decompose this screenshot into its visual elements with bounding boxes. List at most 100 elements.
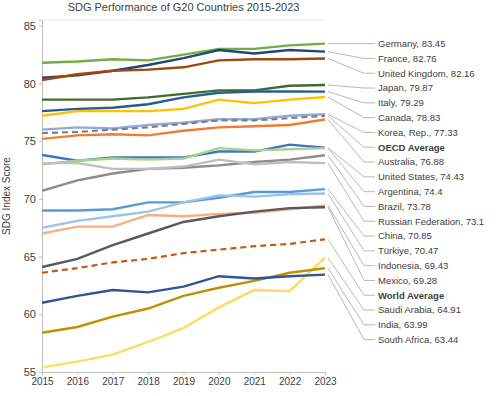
series-line xyxy=(42,275,325,303)
leader-line xyxy=(328,205,375,265)
x-tick: 2022 xyxy=(279,372,302,387)
series-line xyxy=(42,155,325,191)
leader-line xyxy=(328,85,375,88)
series-line xyxy=(42,268,325,333)
y-tick-mark xyxy=(39,199,42,200)
x-tick-mark xyxy=(325,372,326,375)
leader-line xyxy=(328,275,375,340)
y-tick: 65 xyxy=(24,251,42,263)
series-line xyxy=(42,207,325,267)
series-line xyxy=(42,119,325,138)
x-tick-mark xyxy=(254,372,255,375)
series-line xyxy=(42,114,325,129)
chart: SDG Performance of G20 Countries 2015-20… xyxy=(0,0,500,396)
series-label: India, 63.99 xyxy=(378,319,428,330)
y-tick-mark xyxy=(39,83,42,84)
series-label: Italy, 79.29 xyxy=(378,97,424,108)
leader-line xyxy=(328,114,375,132)
y-tick: 60 xyxy=(24,308,42,320)
x-tick-label: 2018 xyxy=(138,376,161,387)
y-tick-mark xyxy=(39,372,42,373)
leader-line xyxy=(328,52,375,59)
y-tick-label: 70 xyxy=(24,193,36,205)
x-axis: 2015 2016 2017 2018 2019 2020 2021 2022 2023 xyxy=(31,372,337,387)
series-label: Brazil, 73.78 xyxy=(378,201,431,212)
leader-line xyxy=(328,258,375,310)
x-tick-mark xyxy=(113,372,114,375)
leader-line xyxy=(328,189,375,236)
y-tick: 75 xyxy=(24,135,42,147)
series-label: OECD Average xyxy=(378,142,445,153)
series-line xyxy=(42,97,325,116)
x-tick-label: 2017 xyxy=(102,376,125,387)
series-label: United Kingdom, 82.16 xyxy=(378,68,475,79)
y-tick: 80 xyxy=(24,77,42,89)
series-label: Saudi Arabia, 64.91 xyxy=(378,304,461,315)
series-label: Argentina, 74.4 xyxy=(378,186,442,197)
y-tick-label: 75 xyxy=(24,135,36,147)
series-label: Türkiye, 70.47 xyxy=(378,245,438,256)
x-tick-mark xyxy=(219,372,220,375)
series-label: World Average xyxy=(378,290,444,301)
series-label: Japan, 79.87 xyxy=(378,82,433,93)
series-label: Mexico, 69.28 xyxy=(378,275,437,286)
x-tick-label: 2019 xyxy=(173,376,196,387)
series-label: Germany, 83.45 xyxy=(378,38,445,49)
x-tick-mark xyxy=(77,372,78,375)
series-line xyxy=(42,239,325,272)
y-tick-mark xyxy=(39,314,42,315)
leader-line xyxy=(328,207,375,280)
series-label: France, 82.76 xyxy=(378,53,437,64)
x-tick: 2017 xyxy=(102,372,125,387)
x-tick-label: 2023 xyxy=(314,376,337,387)
leader-line xyxy=(328,116,375,147)
x-tick: 2021 xyxy=(244,372,267,387)
x-tick: 2016 xyxy=(67,372,90,387)
y-tick: 85 xyxy=(24,20,42,32)
x-tick: 2019 xyxy=(173,372,196,387)
leader-line xyxy=(328,43,375,44)
leader-line xyxy=(328,163,375,221)
series-line xyxy=(42,59,325,80)
series-label: United States, 74.43 xyxy=(378,171,464,182)
series-label: Indonesia, 69.43 xyxy=(378,260,448,271)
leader-line xyxy=(328,59,375,74)
lines xyxy=(42,44,325,368)
x-tick: 2018 xyxy=(138,372,161,387)
x-tick-mark xyxy=(148,372,149,375)
x-tick-label: 2015 xyxy=(31,376,54,387)
series-label: Australia, 76.88 xyxy=(378,156,444,167)
y-tick-label: 80 xyxy=(24,77,36,89)
y-axis-title: SDG Index Score xyxy=(1,157,12,235)
y-tick-label: 65 xyxy=(24,251,36,263)
leader-line xyxy=(328,97,375,118)
x-tick-mark xyxy=(184,372,185,375)
x-tick-label: 2020 xyxy=(208,376,231,387)
leader-line xyxy=(328,119,375,162)
y-tick-mark xyxy=(39,141,42,142)
plot-frame xyxy=(42,20,325,21)
leader-line xyxy=(328,148,375,192)
x-tick-label: 2021 xyxy=(244,376,267,387)
y-axis-line xyxy=(39,21,43,373)
end-labels: Germany, 83.45 France, 82.76 United Kingdo… xyxy=(328,38,484,345)
series-label: Korea, Rep., 77.33 xyxy=(378,127,458,138)
y-tick-mark xyxy=(39,257,42,258)
x-axis-line xyxy=(43,373,326,376)
x-tick-label: 2016 xyxy=(67,376,90,387)
y-tick-label: 85 xyxy=(24,20,36,32)
x-tick-label: 2022 xyxy=(279,376,302,387)
y-tick-label: 60 xyxy=(24,308,36,320)
x-tick: 2023 xyxy=(314,372,337,387)
series-line xyxy=(42,189,325,210)
series-line xyxy=(42,160,325,169)
x-tick-mark xyxy=(290,372,291,375)
title: SDG Performance of G20 Countries 2015-20… xyxy=(68,1,300,13)
series-line xyxy=(42,258,325,368)
series-label: Russian Federation, 73.1 xyxy=(378,216,484,227)
series-label: China, 70.85 xyxy=(378,230,432,241)
y-axis: 55606570758085 xyxy=(24,20,43,378)
leader-line xyxy=(328,148,375,177)
series-label: Canada, 78.83 xyxy=(378,112,440,123)
x-tick: 2015 xyxy=(31,372,54,387)
